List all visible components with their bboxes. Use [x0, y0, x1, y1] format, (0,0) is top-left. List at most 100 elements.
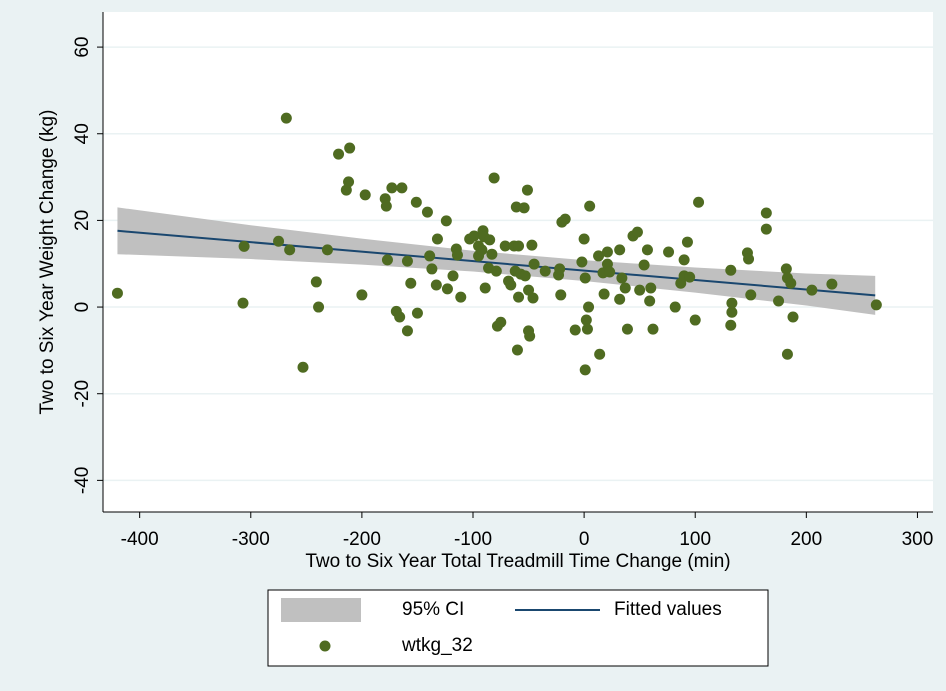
point: [273, 235, 285, 247]
point: [580, 314, 592, 326]
point: [619, 282, 631, 294]
point: [333, 148, 345, 160]
x-tick-label: 100: [679, 529, 711, 550]
x-tick-label: -400: [121, 529, 159, 550]
point: [386, 182, 398, 194]
point: [440, 215, 452, 227]
point: [569, 324, 581, 336]
point: [359, 189, 371, 201]
point: [405, 277, 417, 289]
point: [484, 234, 496, 246]
point: [631, 226, 643, 238]
point: [785, 277, 797, 289]
y-tick-label: 0: [72, 302, 93, 313]
point: [638, 259, 650, 271]
point: [111, 287, 123, 299]
point: [555, 289, 567, 301]
point: [539, 265, 551, 277]
point: [594, 348, 606, 360]
point: [693, 196, 705, 208]
point: [579, 272, 591, 284]
point: [578, 233, 590, 245]
point: [726, 306, 738, 318]
point: [411, 307, 423, 319]
point: [441, 283, 453, 295]
x-tick-label: 0: [579, 529, 590, 550]
point: [559, 213, 571, 225]
point: [527, 292, 539, 304]
y-tick-label: -20: [72, 380, 93, 407]
point: [513, 291, 525, 303]
point: [641, 244, 653, 256]
point: [344, 142, 356, 154]
point: [237, 297, 249, 309]
point: [584, 200, 596, 212]
point: [780, 263, 792, 275]
point: [431, 233, 443, 245]
point: [280, 112, 292, 124]
point: [621, 323, 633, 335]
point: [787, 311, 799, 323]
point: [581, 323, 593, 335]
point: [579, 364, 591, 376]
point: [725, 264, 737, 276]
point: [760, 207, 772, 219]
point: [340, 184, 352, 196]
point: [447, 270, 459, 282]
point: [669, 301, 681, 313]
point: [401, 325, 413, 337]
point: [343, 176, 355, 188]
point: [518, 202, 530, 214]
point: [601, 246, 613, 258]
point: [284, 244, 296, 256]
point: [576, 256, 588, 268]
point: [401, 255, 413, 267]
point: [310, 276, 322, 288]
point: [505, 279, 517, 291]
point: [773, 295, 785, 307]
point: [806, 284, 818, 296]
point: [760, 223, 772, 235]
point: [870, 299, 882, 311]
point: [644, 295, 656, 307]
point: [476, 244, 488, 256]
point: [356, 289, 368, 301]
point: [663, 246, 675, 258]
point: [394, 311, 406, 323]
point: [410, 196, 422, 208]
point: [781, 348, 793, 360]
point: [451, 249, 463, 261]
point: [616, 272, 628, 284]
point: [726, 297, 738, 309]
point: [238, 240, 250, 252]
point: [598, 288, 610, 300]
x-tick-label: -300: [232, 529, 270, 550]
point: [583, 301, 595, 313]
x-tick-label: 300: [902, 529, 934, 550]
y-tick-label: -40: [72, 467, 93, 494]
x-axis-title: Two to Six Year Total Treadmill Time Cha…: [305, 551, 730, 572]
point: [511, 344, 523, 356]
legend-label: 95% CI: [402, 599, 464, 620]
point: [725, 319, 737, 331]
legend-label: wtkg_32: [401, 635, 473, 656]
point: [689, 314, 701, 326]
point: [524, 330, 536, 342]
point: [490, 265, 502, 277]
point: [826, 278, 838, 290]
point: [424, 250, 436, 262]
y-tick-label: 20: [72, 210, 93, 231]
point: [526, 239, 538, 251]
point: [499, 240, 511, 252]
point: [645, 282, 657, 294]
y-tick-label: 60: [72, 37, 93, 58]
point: [521, 184, 533, 196]
legend-swatch: [281, 598, 361, 622]
point: [745, 289, 757, 301]
ci-band: [117, 207, 876, 315]
point: [528, 258, 540, 270]
point: [381, 254, 393, 266]
y-tick-label: 40: [72, 123, 93, 144]
point: [479, 282, 491, 294]
